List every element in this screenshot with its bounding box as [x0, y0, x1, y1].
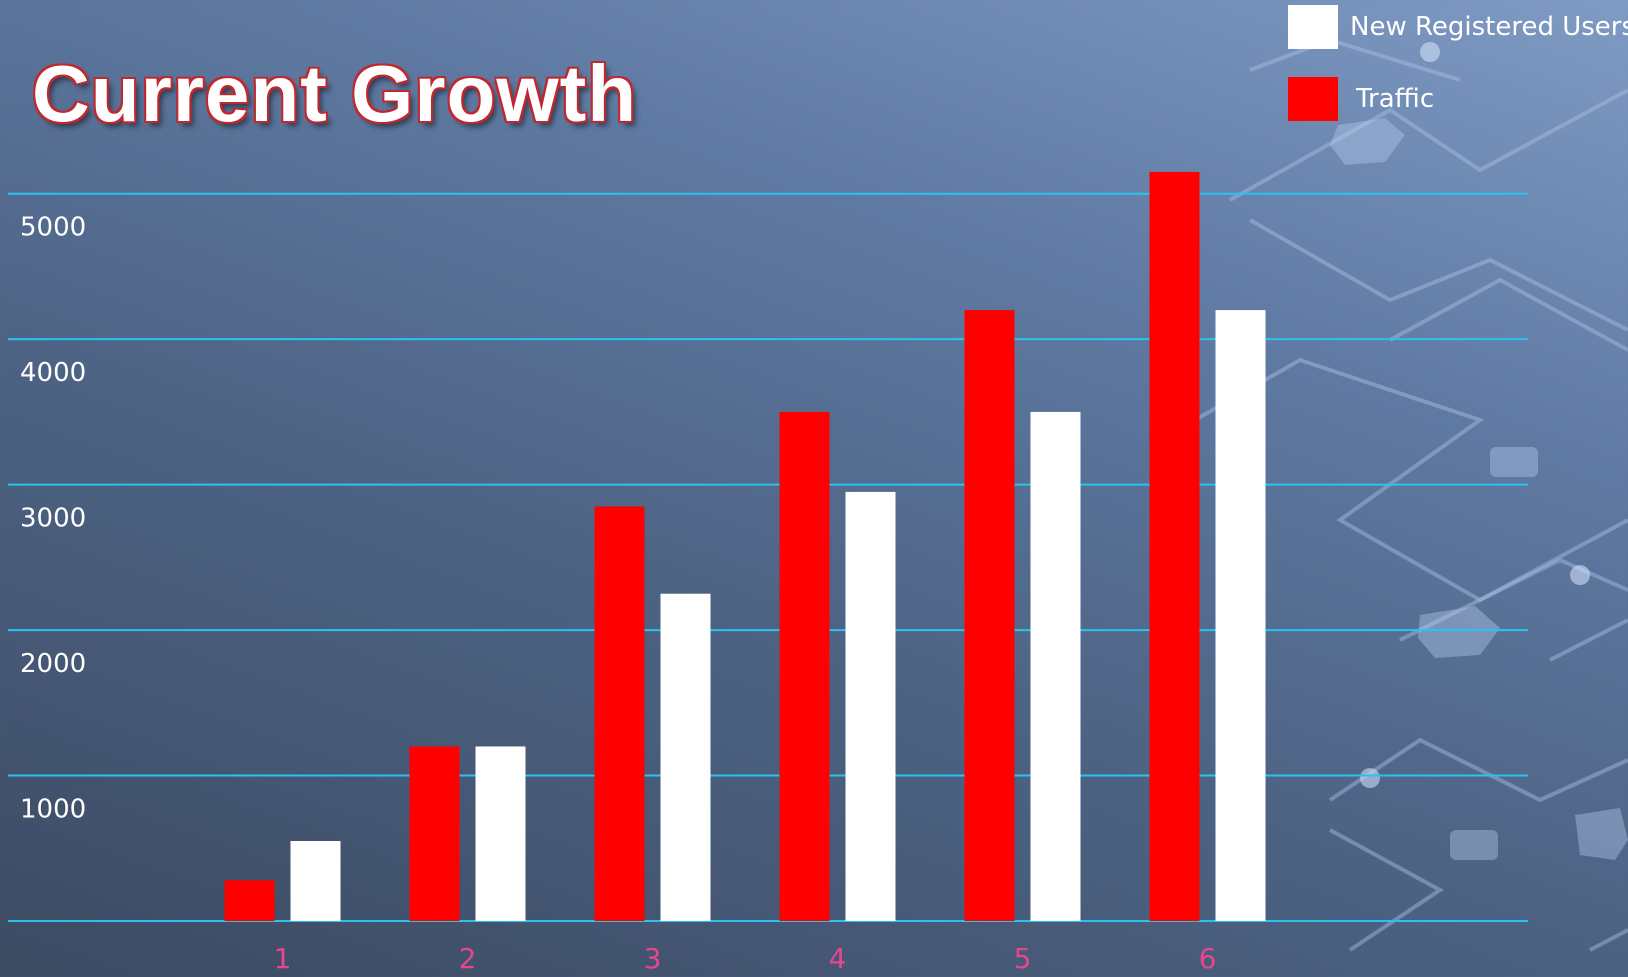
x-tick-label-2: 2	[459, 942, 477, 975]
y-tick-label-5000: 5000	[20, 213, 86, 243]
bar-traffic-4	[779, 411, 830, 921]
bar-traffic-2	[409, 746, 460, 921]
bar-new-registered-users-4	[845, 491, 896, 921]
bar-traffic-5	[964, 310, 1015, 921]
bar-new-registered-users-3	[660, 593, 711, 921]
legend-item-new-registered-users: New Registered Users	[1288, 5, 1628, 49]
y-tick-label-2000: 2000	[20, 649, 86, 679]
bar-traffic-3	[594, 506, 645, 921]
bar-traffic-6	[1149, 171, 1200, 922]
y-tick-label-3000: 3000	[20, 504, 86, 534]
x-tick-label-3: 3	[644, 942, 662, 975]
legend-swatch-traffic	[1288, 77, 1338, 121]
bar-traffic-1	[224, 880, 275, 921]
bar-new-registered-users-2	[475, 746, 526, 921]
legend-label-new-registered-users: New Registered Users	[1350, 12, 1628, 42]
y-tick-label-1000: 1000	[20, 795, 86, 825]
legend-label-traffic: Traffic	[1356, 84, 1435, 114]
bar-new-registered-users-6	[1215, 310, 1266, 921]
bar-new-registered-users-5	[1030, 411, 1081, 921]
y-tick-label-4000: 4000	[20, 358, 86, 388]
gridlines	[8, 192, 1528, 922]
legend-swatch-new-registered-users	[1288, 5, 1338, 49]
chart-title: Current Growth	[32, 49, 638, 138]
x-tick-label-1: 1	[274, 942, 292, 975]
x-axis-ticks: 1 2 3 4 5 6	[274, 942, 1217, 975]
x-tick-label-4: 4	[829, 942, 847, 975]
x-tick-label-5: 5	[1014, 942, 1032, 975]
bars	[224, 171, 1266, 922]
y-axis-ticks: 1000 2000 3000 4000 5000	[20, 213, 86, 825]
x-tick-label-6: 6	[1199, 942, 1217, 975]
bar-new-registered-users-1	[290, 841, 341, 921]
legend-item-traffic: Traffic	[1288, 77, 1628, 121]
